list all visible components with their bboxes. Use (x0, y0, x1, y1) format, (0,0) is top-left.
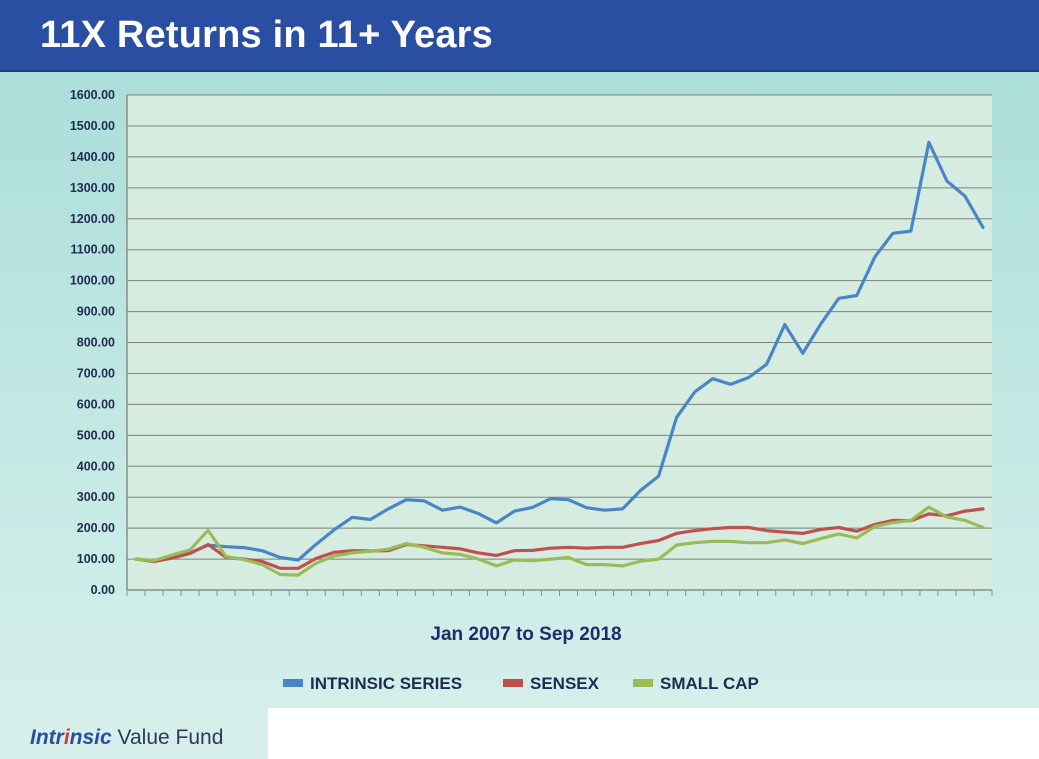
small-cap-line (134, 505, 985, 577)
intrinsic-series-line (134, 140, 985, 563)
legend-item-sensex-label: SENSEX (530, 674, 600, 693)
legend: INTRINSIC SERIES SENSEX SMALL CAP (283, 674, 759, 693)
brand-logo: Intrinsic Value Fund (30, 726, 224, 749)
y-tick-label: 0.00 (91, 583, 115, 597)
chart-title: 11X Returns in 11+ Years (40, 14, 494, 56)
legend-item-intrinsic-series-label: INTRINSIC SERIES (310, 674, 462, 693)
x-axis-label: Jan 2007 to Sep 2018 (430, 624, 621, 645)
legend-item-small-cap-swatch (633, 679, 653, 687)
footer-brand: Intrinsic Value Fund (0, 708, 268, 759)
y-tick-label: 100.00 (77, 552, 115, 566)
y-tick-label: 900.00 (77, 305, 115, 319)
y-tick-label: 1200.00 (70, 212, 115, 226)
line-chart: 0.00 100.00 200.00 300.00 400.00 500.00 600.00… (70, 88, 993, 693)
y-tick-label: 200.00 (77, 521, 115, 535)
y-tick-label: 400.00 (77, 459, 115, 473)
y-tick-label: 1000.00 (70, 274, 115, 288)
y-tick-label: 700.00 (77, 366, 115, 380)
y-tick-label: 800.00 (77, 336, 115, 350)
y-tick-label: 1600.00 (70, 88, 115, 102)
legend-item-small-cap-label: SMALL CAP (660, 674, 759, 693)
sensex-line (134, 507, 985, 570)
y-tick-label: 1500.00 (70, 119, 115, 133)
plot-area: 0.00 100.00 200.00 300.00 400.00 500.00 600.00… (70, 88, 993, 597)
legend-item-intrinsic-series-swatch (283, 679, 303, 687)
y-tick-label: 600.00 (77, 397, 115, 411)
y-tick-label: 1100.00 (71, 243, 116, 257)
legend-item-sensex-swatch (503, 679, 523, 687)
y-tick-label: 500.00 (77, 428, 115, 442)
y-tick-label: 1400.00 (70, 150, 115, 164)
header-bar: 11X Returns in 11+ Years (0, 0, 1039, 72)
footer-blank-area (268, 708, 1039, 759)
y-tick-label: 300.00 (77, 490, 115, 504)
y-tick-label: 1300.00 (70, 181, 115, 195)
